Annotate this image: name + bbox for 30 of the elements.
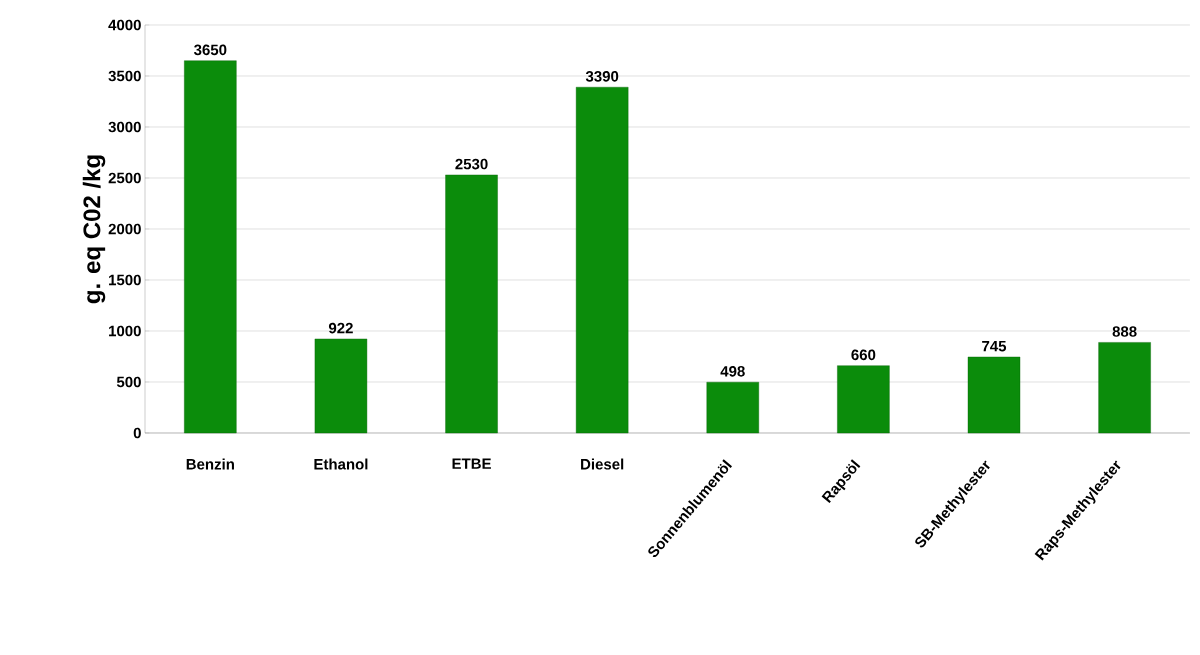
- bar: [837, 365, 890, 434]
- bar: [575, 87, 629, 434]
- data-label: 2530: [455, 158, 488, 170]
- data-label: 745: [982, 341, 1007, 352]
- data-label: 3650: [193, 44, 227, 56]
- bar: [314, 338, 368, 434]
- data-label: 660: [851, 349, 876, 361]
- y-axis-title: g. eq C02 /kg: [82, 155, 106, 304]
- bar: [967, 356, 1021, 434]
- bar: [445, 174, 498, 434]
- y-tick-label: 2500: [108, 172, 141, 184]
- y-tick-label: 3000: [108, 121, 141, 133]
- y-tick-label: 3500: [108, 70, 141, 82]
- data-label: 498: [720, 366, 745, 377]
- data-label: 922: [328, 322, 353, 334]
- x-tick-label: Diesel: [581, 458, 624, 470]
- bar: [706, 381, 759, 434]
- y-tick-label: 2000: [108, 223, 141, 235]
- y-tick-label: 1500: [109, 274, 141, 286]
- x-tick-label: Ethanol: [314, 458, 368, 470]
- x-tick-label: ETBE: [452, 458, 491, 469]
- x-tick-label: Benzin: [186, 458, 234, 470]
- y-tick-label: 4000: [108, 19, 141, 31]
- y-tick-label: 500: [116, 376, 141, 388]
- data-label: 3390: [585, 71, 619, 82]
- y-tick-label: 1000: [109, 325, 141, 337]
- bar: [1098, 342, 1151, 434]
- y-tick-label: 0: [133, 427, 141, 439]
- data-label: 888: [1112, 326, 1137, 337]
- bar: [184, 60, 237, 434]
